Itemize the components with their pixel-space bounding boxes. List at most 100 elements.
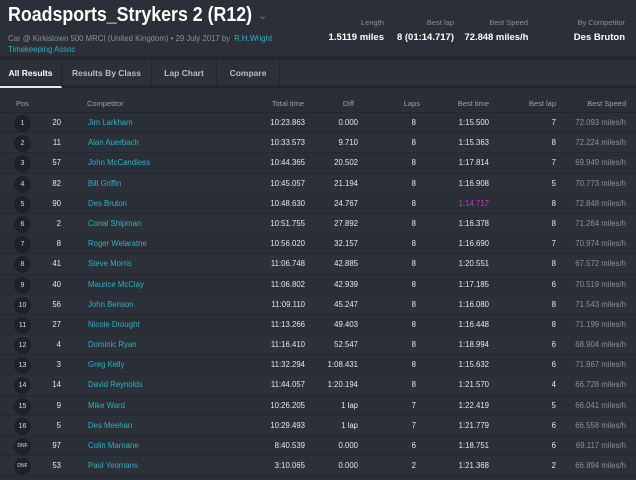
competitor-name[interactable]: Paul Yeomans (88, 461, 138, 471)
table-row[interactable]: 5 90 Des Bruton 10:48.630 24.767 8 1:14.717 8 72… (0, 193, 636, 214)
best-time: 1:18.751 (458, 441, 489, 450)
competitor-name[interactable]: Des Bruton (88, 198, 128, 208)
table-row[interactable]: 9 40 Maurice McClay 11:06.802 42.939 8 1:17.18… (0, 274, 636, 295)
diff: 0.000 (338, 461, 358, 471)
stat-value: 8 (01:14.717) (396, 32, 454, 43)
col-best-speed[interactable]: Best Speed (587, 99, 626, 108)
best-speed: 66.894 miles/h (575, 461, 626, 471)
car-number: 2 (56, 218, 61, 228)
table-row[interactable]: 15 9 Mike Ward 10:26.205 1 lap 7 1:22.419 5 66.0… (0, 395, 636, 416)
table-row[interactable]: 10 56 John Benson 11:09.110 45.247 8 1:16.080 8… (0, 294, 636, 315)
results-table: 1 20 Jim Larkham 10:23.863 0.000 8 1:15.500 7 72… (0, 113, 636, 477)
laps: 8 (411, 340, 416, 350)
table-row[interactable]: 3 57 John McCandless 10:44.365 20.502 8 1:17.8… (0, 153, 636, 174)
competitor-name[interactable]: David Reynolds (88, 380, 143, 390)
competitor-name[interactable]: Greg Kelly (88, 360, 125, 370)
stat-best-lap: Best lap 8 (01:14.717) (397, 18, 454, 45)
competitor-name[interactable]: Colin Marnane (88, 441, 139, 450)
best-speed: 66.558 miles/h (575, 420, 626, 430)
best-time: 1:14.717 (458, 198, 489, 208)
competitor-name[interactable]: Maurice McClay (88, 279, 144, 289)
table-row[interactable]: 14 14 David Reynolds 11:44.057 1:20.194 8 1:21… (0, 375, 636, 396)
best-speed: 66.728 miles/h (575, 380, 626, 390)
tab-lap-chart[interactable]: Lap Chart (152, 60, 217, 88)
best-speed: 71.264 miles/h (575, 218, 626, 228)
car-number: 5 (56, 420, 61, 430)
position-badge: 7 (14, 236, 31, 254)
position-badge: 2 (14, 135, 31, 153)
table-row[interactable]: 2 11 Alan Auerbach 10:33.573 9.710 8 1:15.363 8… (0, 133, 636, 154)
table-row[interactable]: 7 8 Roger Welaratne 10:56.020 32.157 8 1:16.69… (0, 234, 636, 255)
diff: 21.194 (334, 178, 358, 188)
table-row[interactable]: DNF 97 Colin Marnane 8:40.539 0.000 6 1:18.751… (0, 436, 636, 457)
col-total-time[interactable]: Total time (271, 99, 304, 108)
competitor-name[interactable]: Roger Welaratne (88, 239, 147, 249)
competitor-name[interactable]: Nicole Drought (88, 319, 140, 329)
laps: 8 (411, 138, 416, 148)
best-lap: 8 (551, 198, 556, 208)
col-competitor[interactable]: Competitor (87, 99, 124, 108)
best-time: 1:15.500 (458, 118, 489, 127)
chevron-down-icon[interactable]: ⌄ (258, 10, 268, 22)
col-diff[interactable]: Diff (342, 99, 354, 108)
position-badge: 8 (14, 256, 31, 274)
tab-all-results[interactable]: All Results (0, 60, 62, 88)
best-time: 1:15.363 (458, 138, 489, 148)
table-row[interactable]: 13 3 Greg Kelly 11:32.294 1:08.431 8 1:15.632 6… (0, 355, 636, 376)
col-best-lap[interactable]: Best lap (528, 99, 556, 108)
competitor-name[interactable]: Conal Shipman (88, 218, 142, 228)
stat-label: Best Speed (489, 18, 528, 27)
best-lap: 6 (551, 360, 556, 370)
competitor-name[interactable]: John Benson (88, 299, 134, 309)
total-time: 10:44.365 (270, 158, 305, 168)
table-row[interactable]: 16 5 Des Meehan 10:29.493 1 lap 7 1:21.779 6 66.… (0, 415, 636, 436)
table-row[interactable]: 8 41 Steve Morris 11:06.748 42.885 8 1:20.551 8… (0, 254, 636, 275)
competitor-name[interactable]: Bill Griffin (88, 178, 122, 188)
tab-results-by-class[interactable]: Results By Class (62, 60, 152, 88)
table-row[interactable]: 6 2 Conal Shipman 10:51.755 27.892 8 1:16.378 8… (0, 213, 636, 235)
col-laps[interactable]: Laps (403, 99, 420, 108)
best-lap: 6 (551, 279, 556, 289)
table-row[interactable]: 1 20 Jim Larkham 10:23.863 0.000 8 1:15.500 7 72… (0, 113, 636, 134)
col-best-time[interactable]: Best time (457, 99, 489, 108)
best-lap: 8 (551, 259, 556, 269)
best-speed: 69.949 miles/h (575, 158, 626, 168)
best-time: 1:21.368 (458, 461, 489, 471)
tab-compare[interactable]: Compare (217, 60, 280, 88)
competitor-name[interactable]: Jim Larkham (88, 118, 133, 127)
best-time: 1:17.814 (458, 158, 489, 168)
stat-value: 1.5119 miles (328, 32, 384, 43)
organizer-link[interactable]: R.H.Wright Timekeeping Assoc (8, 34, 273, 54)
table-row[interactable]: 4 82 Bill Griffin 10:45.057 21.194 8 1:16.908 5… (0, 173, 636, 194)
competitor-name[interactable]: Dominic Ryan (88, 340, 137, 350)
table-row[interactable]: 11 27 Nicole Drought 11:13.266 49.403 8 1:16.4… (0, 314, 636, 336)
table-row[interactable]: DNF 53 Paul Yeomans 3:10.065 0.000 2 1:21.368 2… (0, 456, 636, 477)
competitor-name[interactable]: Alan Auerbach (88, 138, 139, 148)
laps: 7 (411, 420, 416, 430)
total-time: 10:26.205 (270, 400, 305, 410)
col-pos[interactable]: Pos (16, 99, 29, 108)
car-number: 90 (52, 198, 61, 208)
best-lap: 8 (551, 319, 556, 329)
laps: 8 (411, 198, 416, 208)
competitor-name[interactable]: Des Meehan (88, 420, 133, 430)
position-badge: 1 (14, 115, 31, 132)
diff: 0.000 (338, 118, 358, 127)
best-time: 1:21.570 (458, 380, 489, 390)
competitor-name[interactable]: Mike Ward (88, 400, 125, 410)
competitor-name[interactable]: John McCandless (88, 158, 150, 168)
diff: 52.547 (334, 340, 358, 350)
laps: 8 (411, 360, 416, 370)
total-time: 10:29.493 (270, 420, 305, 430)
competitor-name[interactable]: Steve Morris (88, 259, 132, 269)
total-time: 10:23.863 (270, 118, 305, 127)
car-number: 9 (56, 400, 61, 410)
car-number: 27 (52, 319, 61, 329)
position-badge: 9 (14, 276, 31, 294)
car-number: 56 (52, 299, 61, 309)
diff: 20.502 (334, 158, 358, 168)
total-time: 3:10.065 (274, 461, 305, 471)
position-badge: 10 (14, 296, 31, 314)
car-number: 57 (52, 158, 61, 168)
table-row[interactable]: 12 4 Dominic Ryan 11:16.410 52.547 8 1:18.994 6… (0, 335, 636, 356)
